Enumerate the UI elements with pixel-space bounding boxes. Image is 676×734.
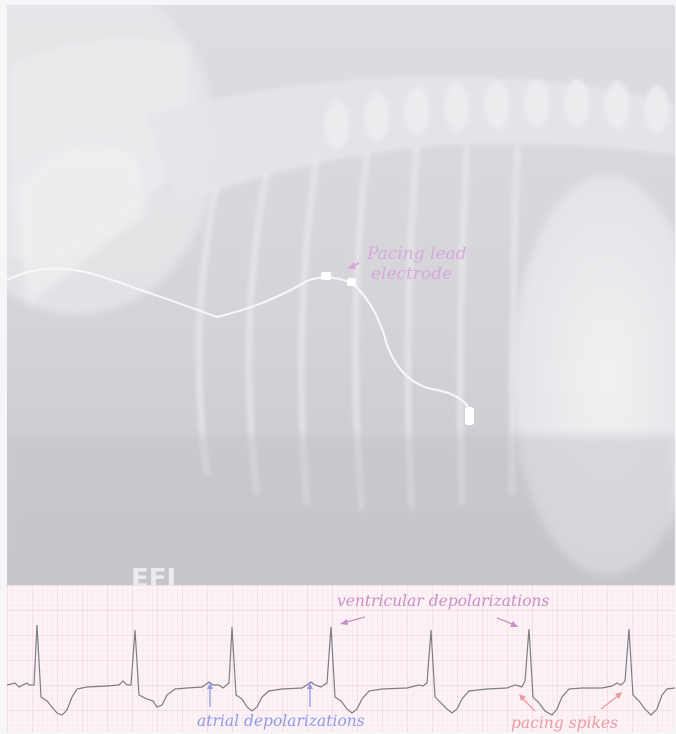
thoracic-radiograph: Pacing lead electrode EFI [7,5,675,585]
pacing-lead-label-line1: Pacing lead [366,244,467,264]
ventricular-depolarizations-label: ventricular depolarizations [337,592,550,610]
lead-electrode-2 [347,278,356,286]
pacing-lead-label-line2: electrode [371,264,452,284]
radiograph-marker: EFI [131,564,176,585]
lead-tip-electrode [465,407,474,425]
pacing-spikes-label: pacing spikes [511,714,618,732]
ecg-strip: ventricular depolarizations atrial depol… [7,585,675,732]
atrial-depolarizations-label: atrial depolarizations [197,712,365,730]
lead-electrode-1 [321,272,331,280]
